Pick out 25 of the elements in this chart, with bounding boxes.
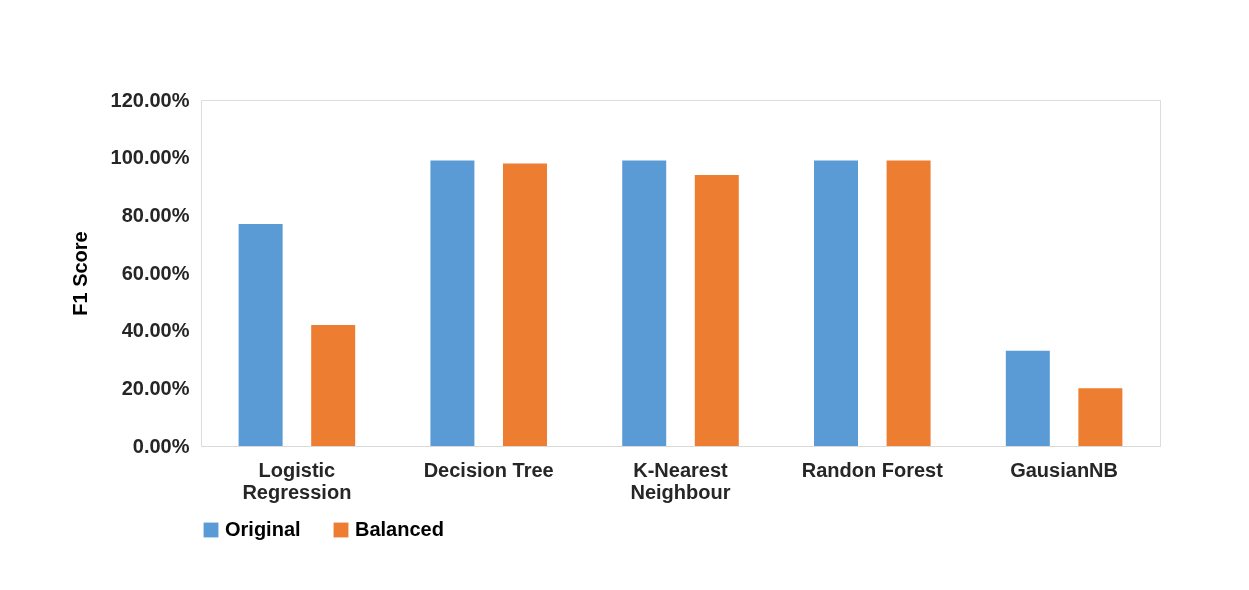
bar bbox=[886, 160, 931, 446]
x-tick-label: K-Nearest Neighbour bbox=[630, 458, 731, 503]
bar bbox=[238, 223, 283, 446]
y-tick-label: 40.00% bbox=[121, 319, 190, 342]
bar bbox=[311, 324, 356, 446]
y-tick-label: 0.00% bbox=[132, 434, 190, 457]
legend-label: Balanced bbox=[355, 518, 444, 540]
x-tick-label: GausianNB bbox=[1010, 458, 1119, 481]
bar bbox=[694, 174, 739, 446]
bar bbox=[1005, 350, 1050, 446]
x-tick-label: Logistic Regression bbox=[242, 458, 352, 503]
legend-label: Original bbox=[225, 518, 301, 540]
bar bbox=[622, 160, 667, 446]
y-tick-label: 60.00% bbox=[121, 261, 190, 284]
y-tick-label: 120.00% bbox=[110, 88, 190, 111]
bar bbox=[1078, 388, 1123, 446]
y-axis-title: F1 Score bbox=[68, 231, 91, 316]
y-tick-label: 80.00% bbox=[121, 203, 190, 226]
x-tick-label: Randon Forest bbox=[801, 458, 944, 481]
x-tick-label: Decision Tree bbox=[423, 458, 554, 481]
bar bbox=[814, 160, 859, 446]
y-tick-label: 100.00% bbox=[110, 146, 190, 169]
y-tick-label: 20.00% bbox=[121, 376, 190, 399]
bar bbox=[502, 163, 547, 446]
bar bbox=[430, 160, 475, 446]
